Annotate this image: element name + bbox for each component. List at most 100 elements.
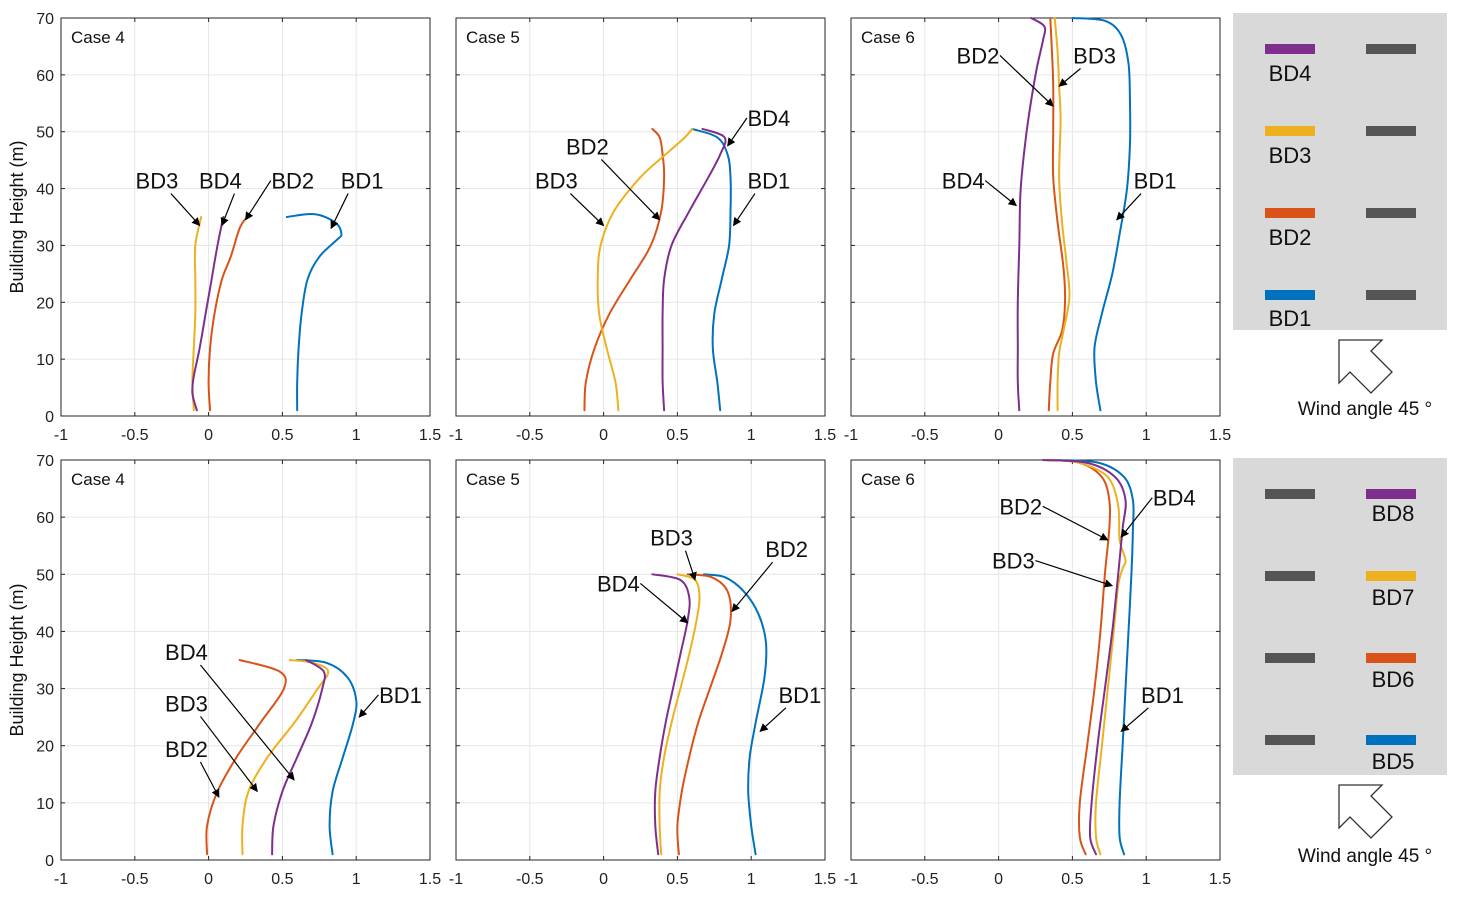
chart-panel-1: -1 -0.5 0 0.5 1 1.5 0 10 20 30 40 50 60 70 Building He… — [7, 11, 441, 444]
annotation-arrow-bd2 — [1042, 505, 1109, 541]
series-line-bd3 — [1049, 459, 1127, 856]
legend-top-swatch-bd1 — [1265, 290, 1315, 300]
annotation-arrow-bd4 — [984, 180, 1017, 207]
annotation-label-bd4: BD4 — [597, 571, 640, 596]
annotation-arrow-bd3 — [1035, 560, 1114, 588]
annotation-arrow-bd2 — [731, 561, 774, 613]
axes-box — [850, 459, 1221, 861]
series-line-bd2 — [676, 573, 732, 856]
legend-top-wind-label: Wind angle 45 ° — [1298, 399, 1432, 420]
legend-bottom-swatch-bd7 — [1366, 571, 1416, 581]
annotation-label-bd1: BD1 — [341, 169, 384, 194]
series-line-bd3 — [596, 127, 694, 412]
axes-box — [60, 17, 431, 417]
plot-area — [456, 18, 825, 416]
annotation-arrow-bd3 — [170, 193, 201, 227]
y-tick-label: 10 — [36, 796, 54, 813]
annotation-arrow-bd1 — [759, 707, 787, 732]
series-line-bd1 — [296, 659, 358, 856]
x-tick-label: -1 — [449, 427, 463, 444]
plot-area — [61, 460, 430, 860]
annotation-label-bd4: BD4 — [1153, 486, 1196, 511]
annotation-arrow-bd4 — [199, 664, 295, 781]
annotation-arrow-bd3 — [684, 550, 697, 581]
y-tick-label: 20 — [36, 295, 54, 312]
annotation-arrow-bd4 — [727, 117, 748, 147]
y-tick-label: 50 — [36, 567, 54, 584]
legend-top-grey-bar-2 — [1366, 126, 1416, 136]
chart-panel-4: -1 -0.5 0 0.5 1 1.5 0 10 20 30 40 50 60 70 Building He… — [7, 453, 441, 888]
x-tick-label: -1 — [844, 871, 858, 888]
annotation-label-bd3: BD3 — [535, 169, 578, 194]
x-tick-label: -1 — [844, 427, 858, 444]
annotation-label-bd2: BD2 — [566, 134, 609, 159]
annotation-arrow-bd3 — [1058, 68, 1081, 87]
annotation-label-bd4: BD4 — [165, 640, 208, 665]
x-tick-label: 1.5 — [419, 427, 441, 444]
x-tick-label: 1 — [1142, 427, 1151, 444]
axes-box — [455, 17, 826, 417]
legend-top: BD4 BD3 BD2 BD1 Wind angle 45 ° — [1233, 13, 1447, 420]
annotation-label-bd2: BD2 — [765, 537, 808, 562]
series-line-bd2 — [207, 216, 248, 412]
x-tick-label: 0.5 — [1061, 871, 1083, 888]
legend-bottom-swatch-bd6 — [1366, 653, 1416, 663]
annotation-label-bd3: BD3 — [992, 549, 1035, 574]
plot-area — [851, 460, 1220, 860]
legend-top-grey-bar-3 — [1366, 208, 1416, 218]
axes-box — [455, 459, 826, 861]
annotation-label-bd3: BD3 — [165, 691, 208, 716]
annotation-label-bd1: BD1 — [748, 169, 791, 194]
legend-bottom-label-bd6: BD6 — [1372, 667, 1415, 692]
x-tick-label: 0.5 — [666, 871, 688, 888]
series-line-bd1 — [703, 573, 768, 856]
y-tick-label: 10 — [36, 352, 54, 369]
annotation-label-bd1: BD1 — [1141, 683, 1184, 708]
annotation-arrow-bd1 — [732, 193, 756, 227]
x-tick-label: 1.5 — [1209, 427, 1231, 444]
legend-bottom-grey-bar-1 — [1265, 489, 1315, 499]
y-axis-label: Building Height (m) — [7, 583, 27, 736]
annotation-arrow-bd4 — [220, 193, 235, 227]
annotation-label-bd2: BD2 — [999, 494, 1042, 519]
annotation-label-bd2: BD2 — [165, 737, 208, 762]
case-label: Case 6 — [861, 470, 915, 489]
y-tick-label: 0 — [45, 853, 54, 870]
series-line-bd2 — [1046, 459, 1112, 856]
annotation-arrow-bd2 — [199, 761, 220, 798]
legend-bottom-grey-bar-3 — [1265, 653, 1315, 663]
series-line-bd4 — [1016, 17, 1047, 412]
legend-top-swatch-bd4 — [1265, 44, 1315, 54]
axes-box — [60, 459, 431, 861]
legend-bottom-label-bd5: BD5 — [1372, 749, 1415, 774]
series-line-bd1 — [285, 213, 343, 412]
annotation-label-bd3: BD3 — [1073, 43, 1116, 68]
annotation-arrow-bd4 — [639, 582, 689, 624]
wind-arrow-icon — [1338, 339, 1393, 394]
chart-panel-2: -1 -0.5 0 0.5 1 1.5 Case 5 BD2 BD3 BD4 BD1 — [449, 17, 836, 444]
x-tick-label: -1 — [54, 871, 68, 888]
legend-bottom: BD8 BD7 BD6 BD5 Wind angle 45 ° — [1233, 458, 1447, 867]
annotation-label-bd4: BD4 — [199, 169, 242, 194]
x-tick-label: -0.5 — [516, 427, 544, 444]
annotation-label-bd4: BD4 — [942, 169, 985, 194]
annotation-arrow-bd3 — [569, 193, 605, 227]
annotation-arrow-bd2 — [999, 55, 1054, 107]
series-line-bd4 — [661, 127, 727, 412]
annotation-label-bd4: BD4 — [748, 106, 791, 131]
x-tick-label: 1.5 — [814, 427, 836, 444]
chart-panel-5: -1 -0.5 0 0.5 1 1.5 Case 5 BD3 BD2 BD4 BD1 — [449, 459, 836, 888]
case-label: Case 5 — [466, 28, 520, 47]
annotation-arrow-bd1 — [358, 694, 379, 718]
plot-area — [851, 18, 1220, 416]
x-tick-label: 0.5 — [1061, 427, 1083, 444]
series-line-bd2 — [583, 127, 666, 412]
series-line-bd4 — [651, 573, 691, 856]
y-tick-label: 40 — [36, 182, 54, 199]
y-tick-label: 70 — [36, 11, 54, 28]
series-line-bd4 — [1041, 459, 1127, 856]
case-label: Case 4 — [71, 470, 125, 489]
legend-bottom-background — [1233, 458, 1447, 775]
